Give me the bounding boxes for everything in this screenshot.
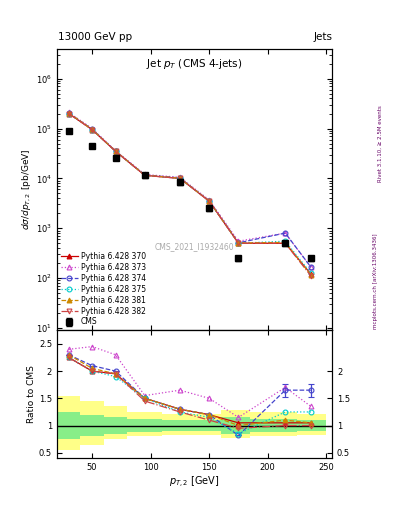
Pythia 6.428 381 [236,240,241,246]
Pythia 6.428 373 [207,197,211,203]
Pythia 6.428 374 [113,148,118,154]
Pythia 6.428 381 [207,198,211,204]
Pythia 6.428 382 [309,273,313,279]
Pythia 6.428 381 [283,239,288,245]
Pythia 6.428 375 [142,172,147,178]
Pythia 6.428 374 [207,198,211,204]
Pythia 6.428 374 [309,264,313,270]
Line: Pythia 6.428 382: Pythia 6.428 382 [66,111,314,279]
Pythia 6.428 382 [90,126,94,133]
Pythia 6.428 382 [113,148,118,154]
Line: Pythia 6.428 375: Pythia 6.428 375 [66,111,314,275]
Pythia 6.428 382 [178,175,182,181]
Y-axis label: $d\sigma/dp_{T,2}$ [pb/GeV]: $d\sigma/dp_{T,2}$ [pb/GeV] [20,148,33,230]
Pythia 6.428 374 [283,230,288,236]
Pythia 6.428 373 [66,110,71,116]
Pythia 6.428 370 [142,172,147,178]
Line: Pythia 6.428 381: Pythia 6.428 381 [66,111,314,278]
Pythia 6.428 375 [283,238,288,244]
Pythia 6.428 374 [236,240,241,246]
Pythia 6.428 370 [236,240,241,246]
Pythia 6.428 373 [113,147,118,154]
Pythia 6.428 382 [207,198,211,204]
Pythia 6.428 374 [90,126,94,132]
Pythia 6.428 375 [207,198,211,204]
Pythia 6.428 373 [236,238,241,244]
Text: Jet $p_T$ (CMS 4-jets): Jet $p_T$ (CMS 4-jets) [146,57,243,71]
Legend: Pythia 6.428 370, Pythia 6.428 373, Pythia 6.428 374, Pythia 6.428 375, Pythia 6: Pythia 6.428 370, Pythia 6.428 373, Pyth… [59,250,147,328]
Pythia 6.428 370 [178,175,182,181]
Pythia 6.428 370 [66,111,71,117]
Text: mcplots.cern.ch [arXiv:1306.3436]: mcplots.cern.ch [arXiv:1306.3436] [373,234,378,329]
Pythia 6.428 381 [142,172,147,178]
Pythia 6.428 373 [142,172,147,178]
Line: Pythia 6.428 373: Pythia 6.428 373 [66,110,314,270]
Pythia 6.428 370 [113,148,118,154]
Pythia 6.428 373 [178,174,182,180]
Text: CMS_2021_I1932460: CMS_2021_I1932460 [155,242,234,251]
Pythia 6.428 375 [66,111,71,117]
Y-axis label: Ratio to CMS: Ratio to CMS [27,365,36,423]
Pythia 6.428 381 [90,126,94,133]
Pythia 6.428 375 [236,240,241,246]
Pythia 6.428 375 [113,148,118,154]
Pythia 6.428 375 [178,175,182,181]
Pythia 6.428 370 [90,126,94,133]
Pythia 6.428 373 [90,125,94,132]
Pythia 6.428 373 [283,230,288,236]
X-axis label: $p_{T,2}$ [GeV]: $p_{T,2}$ [GeV] [169,475,220,490]
Pythia 6.428 370 [283,240,288,246]
Pythia 6.428 381 [66,110,71,116]
Pythia 6.428 382 [142,172,147,178]
Pythia 6.428 375 [90,126,94,133]
Pythia 6.428 381 [309,272,313,278]
Pythia 6.428 381 [178,175,182,181]
Pythia 6.428 374 [66,110,71,116]
Text: 13000 GeV pp: 13000 GeV pp [58,32,132,42]
Pythia 6.428 373 [309,264,313,270]
Pythia 6.428 370 [309,271,313,277]
Line: Pythia 6.428 370: Pythia 6.428 370 [66,111,314,276]
Pythia 6.428 382 [66,111,71,117]
Line: Pythia 6.428 374: Pythia 6.428 374 [66,111,314,270]
Pythia 6.428 382 [236,240,241,246]
Pythia 6.428 381 [113,148,118,154]
Pythia 6.428 370 [207,198,211,204]
Pythia 6.428 375 [309,270,313,276]
Text: Jets: Jets [313,32,332,42]
Pythia 6.428 382 [283,240,288,246]
Pythia 6.428 374 [142,172,147,178]
Text: Rivet 3.1.10, ≥ 2.5M events: Rivet 3.1.10, ≥ 2.5M events [378,105,383,182]
Pythia 6.428 374 [178,175,182,181]
